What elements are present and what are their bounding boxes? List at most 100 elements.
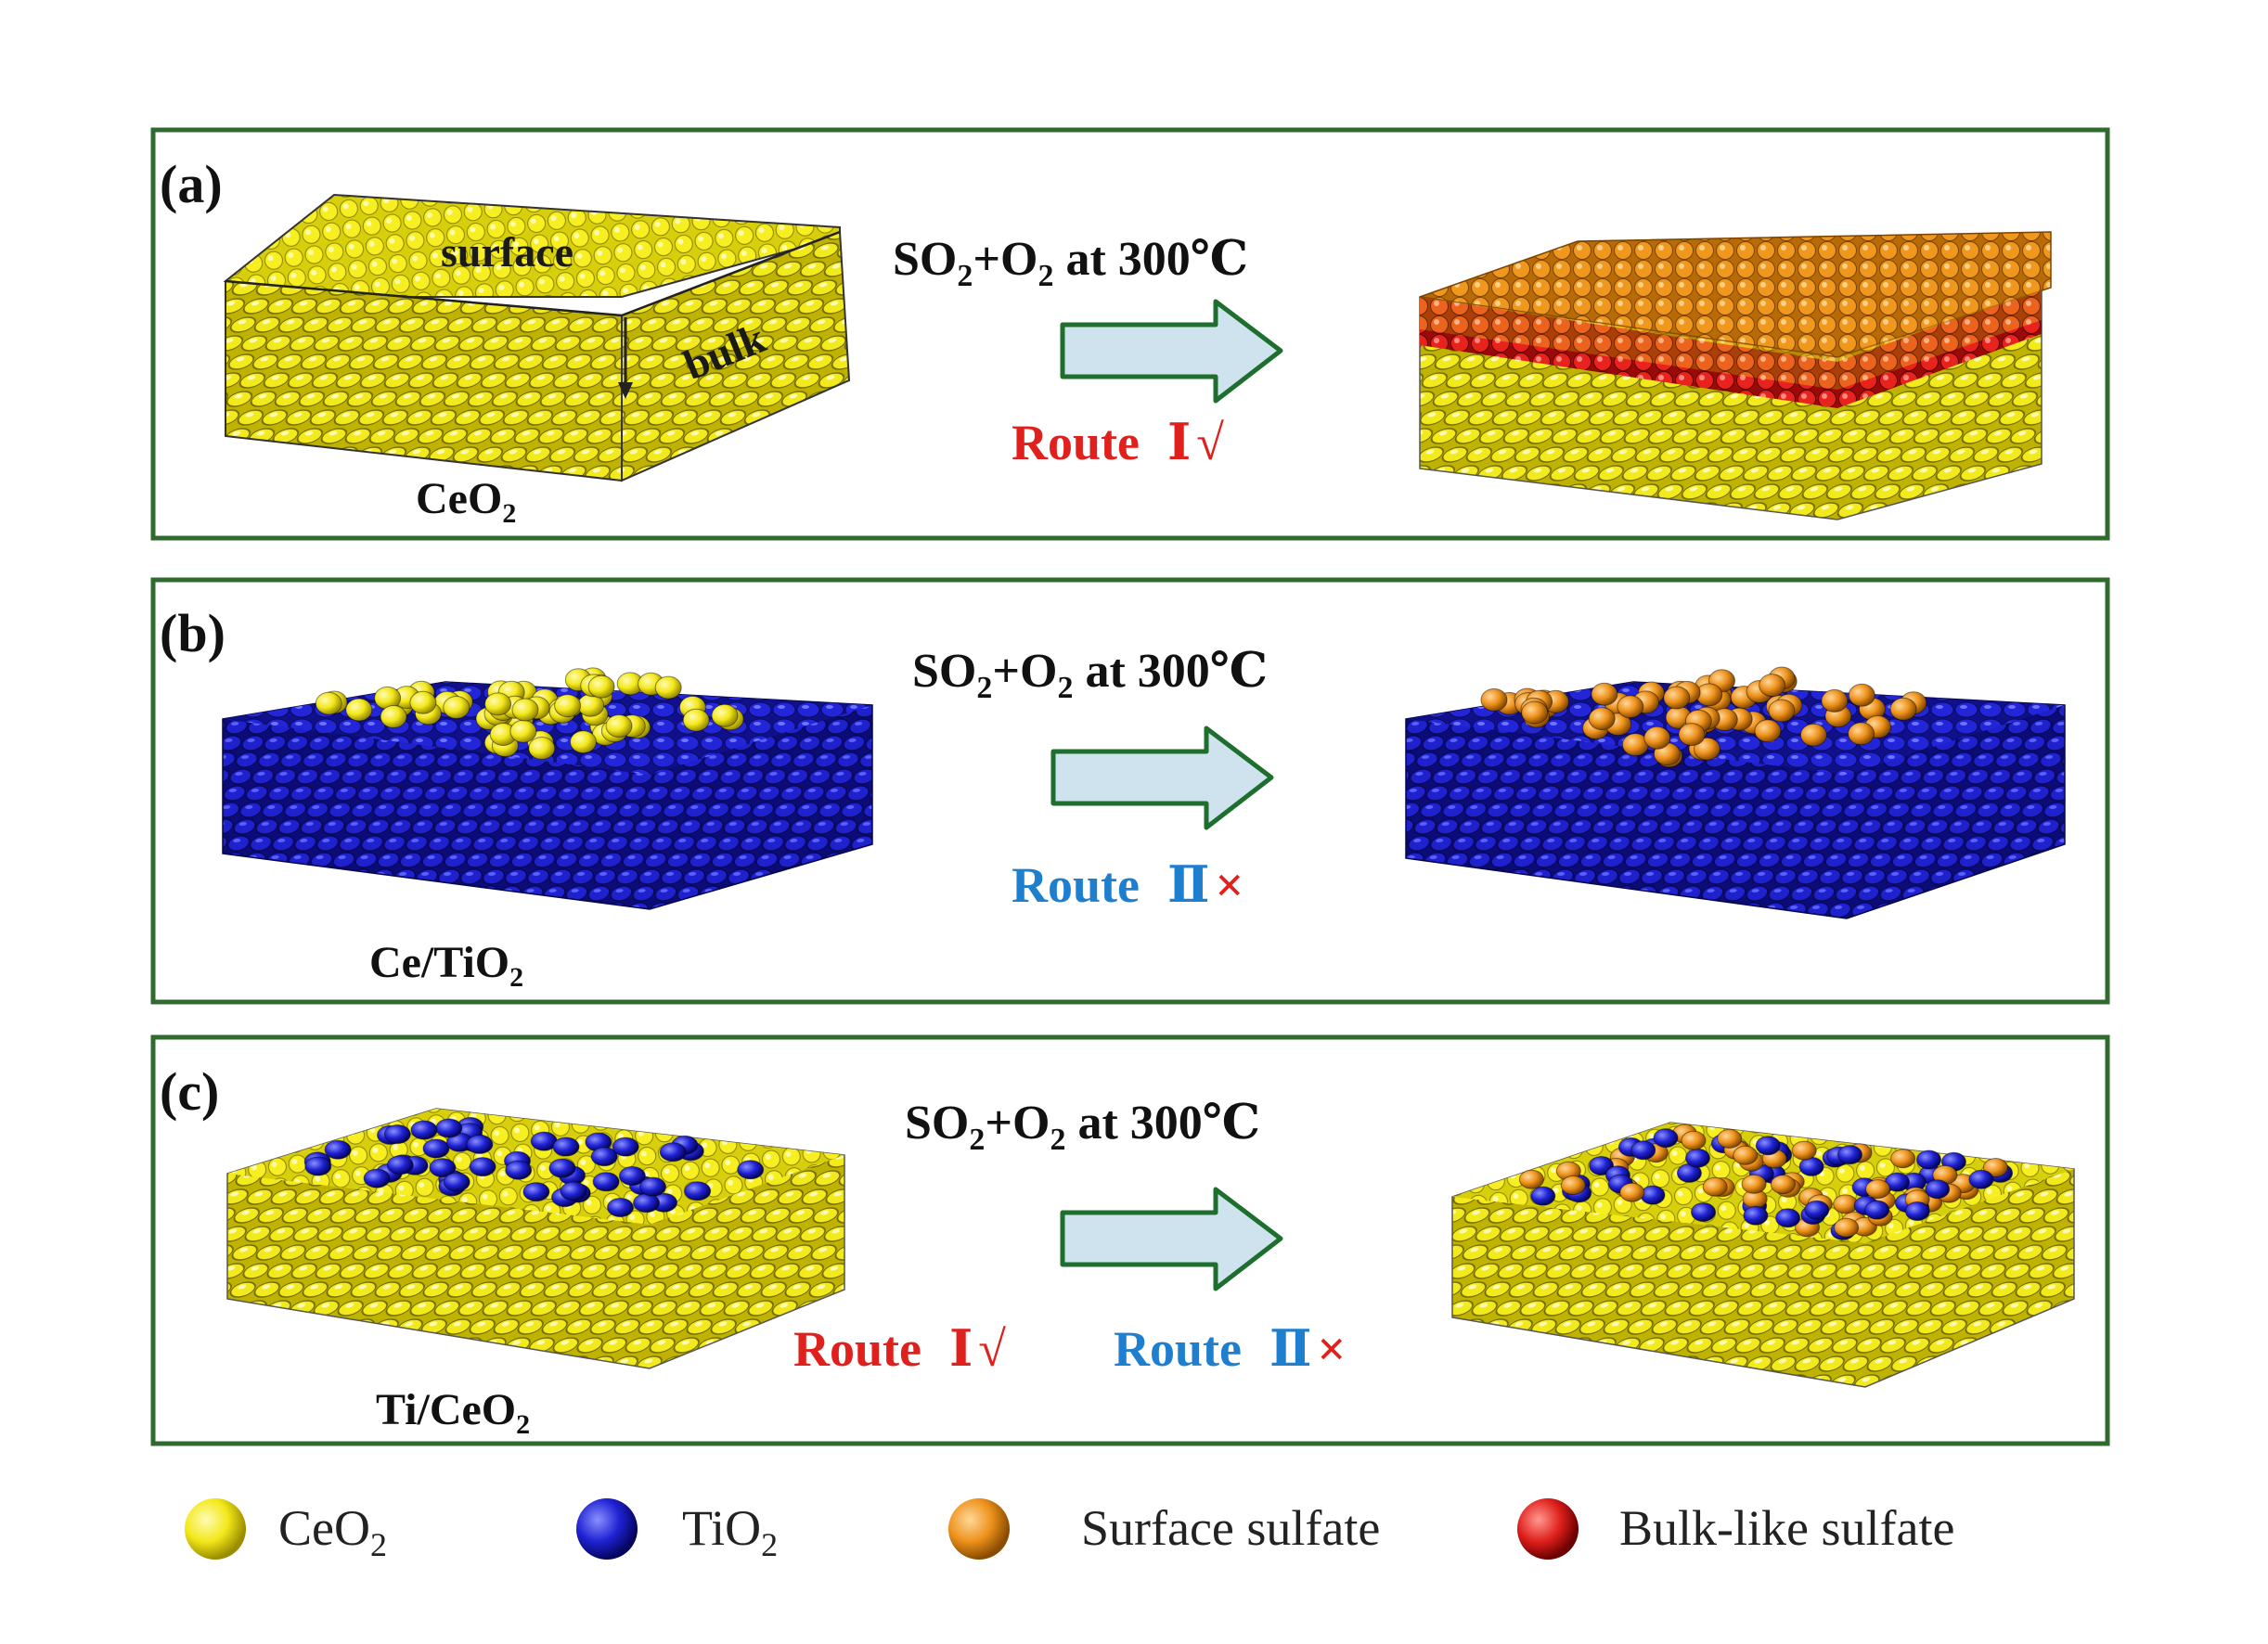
tio2-particle <box>363 1168 391 1188</box>
tio2-particle <box>522 1182 550 1202</box>
mixed-particle <box>1755 1136 1781 1156</box>
panel-c-route-1: Route Ⅰ √ <box>793 1321 1006 1377</box>
tio2-particle <box>592 1172 620 1192</box>
tio2-particle <box>443 1172 470 1192</box>
surface-sulfate-particle <box>1678 723 1706 747</box>
svg-text:Surface sulfate: Surface sulfate <box>1081 1500 1380 1556</box>
surface-sulfate-particle <box>1588 707 1616 731</box>
surface-sulfate-particle <box>1693 737 1720 761</box>
tio2-particle <box>552 1137 580 1157</box>
ceo2-particle <box>443 696 470 719</box>
tio2-particle <box>324 1139 352 1160</box>
ceo2-particle <box>605 714 633 738</box>
panel-c-sample-label: Ti/CeO2 <box>376 1385 530 1440</box>
ceo2-particle <box>380 705 407 728</box>
panel-b-route: Route Ⅱ × <box>1012 857 1244 913</box>
legend-item-surface-sulfate: Surface sulfate <box>948 1498 1380 1560</box>
panel-b-surface-sulfate-clusters <box>1480 666 1927 768</box>
panel-c-product-slab <box>1451 1122 2075 1388</box>
panel-b: (b) Ce/TiO2 SO2+O2 at 300℃ Route Ⅱ × <box>150 577 2110 1005</box>
surface-sulfate-particle <box>1480 687 1508 712</box>
panel-b-frame <box>150 577 2110 1005</box>
mixed-particle <box>1982 1158 2008 1177</box>
surface-sulfate-particle <box>1754 719 1782 743</box>
surface-sulfate-particle <box>1768 699 1796 723</box>
surface-sulfate-particle <box>1821 688 1849 713</box>
tio2-particle <box>639 1176 666 1197</box>
svg-text:TiO2: TiO2 <box>682 1500 778 1563</box>
surface-sulfate-particle <box>1848 722 1875 746</box>
tio2-particle <box>548 1158 576 1178</box>
mixed-particle <box>1916 1150 1941 1170</box>
ceo2-particle <box>570 730 597 754</box>
bulk-arrow-head <box>618 382 633 399</box>
ceo2-particle <box>654 675 682 700</box>
tio2-particle <box>612 1137 639 1157</box>
panel-c-frame <box>150 1034 2110 1446</box>
ceo2-particle <box>511 698 539 722</box>
surface-sulfate-particle <box>1799 723 1827 747</box>
svg-text:CeO2: CeO2 <box>278 1500 387 1563</box>
tio2-particle <box>737 1160 765 1180</box>
panel-a: (a) surface bulk CeO2 SO2+O2 at 300℃ Rou… <box>150 127 2110 541</box>
sulfate-layer-front <box>1420 288 2042 390</box>
tio2-particle <box>684 1181 712 1201</box>
ceo2-particle <box>315 691 342 715</box>
ceo2-particle <box>484 692 512 716</box>
ceo2-particle <box>528 737 556 760</box>
mixed-particle <box>1619 1182 1645 1202</box>
mixed-particle <box>1834 1217 1860 1238</box>
mixed-particle <box>1717 1128 1743 1149</box>
panel-b-ceo2-clusters <box>315 667 744 760</box>
surface-sulfate-particle <box>1643 726 1671 750</box>
panel-b-letter: (b) <box>160 603 226 663</box>
ceo2-particle <box>345 698 373 722</box>
mixed-particle <box>1743 1205 1769 1226</box>
panel-b-start-slab <box>222 667 873 910</box>
panel-a-letter: (a) <box>160 154 223 214</box>
panel-a-route: Route Ⅰ √ <box>1012 415 1224 470</box>
panel-a-frame <box>150 127 2110 541</box>
surface-sulfate-particle <box>1663 686 1691 710</box>
legend-item-ceo2: CeO2 <box>185 1498 387 1563</box>
surface-label: surface <box>441 228 573 276</box>
panel-b-sample-label: Ce/TiO2 <box>369 938 523 993</box>
tio2-particle <box>435 1118 463 1138</box>
mixed-particle <box>1837 1145 1862 1165</box>
surface-sulfate-particle <box>1848 683 1875 707</box>
panel-c-reaction: SO2+O2 at 300℃ <box>905 1097 1260 1157</box>
mixed-particle <box>1589 1156 1615 1175</box>
mixed-particle <box>1775 1208 1801 1228</box>
tio2-particle <box>659 1142 687 1162</box>
panel-a-reaction-arrow <box>1060 299 1283 404</box>
mixed-particle <box>1733 1145 1759 1165</box>
tio2-particle <box>469 1157 496 1177</box>
mixed-particle <box>1530 1186 1556 1206</box>
mixed-particle <box>1640 1185 1666 1205</box>
svg-text:Bulk-like sulfate: Bulk-like sulfate <box>1619 1500 1954 1556</box>
panel-c-letter: (c) <box>160 1061 219 1122</box>
tio2-particle <box>383 1124 411 1144</box>
mixed-particle <box>1630 1140 1656 1161</box>
tio2-particle <box>429 1158 457 1178</box>
panel-b-reaction-arrow <box>1050 726 1274 830</box>
mixed-particle <box>1560 1175 1586 1195</box>
mixed-particle <box>1925 1179 1951 1200</box>
surface-sulfate-particle <box>1521 700 1549 725</box>
ceo2-particle <box>711 703 739 727</box>
tio2-particle <box>618 1166 646 1186</box>
tio2-particle <box>304 1156 332 1176</box>
tio2-particle <box>633 1193 660 1214</box>
tio2-particle <box>505 1160 533 1180</box>
panel-b-product-slab <box>1405 666 2066 919</box>
tio2-particle <box>466 1134 494 1154</box>
mixed-particle <box>1681 1130 1707 1150</box>
surface-sulfate-particle <box>1759 674 1786 698</box>
panel-a-product-slab <box>1419 231 2052 520</box>
ceo2-particle <box>587 674 615 699</box>
mixed-particle <box>1791 1140 1817 1161</box>
surface-sulfate-particle <box>1591 682 1618 706</box>
ceo2-particle <box>682 708 710 732</box>
panel-b-reaction: SO2+O2 at 300℃ <box>912 645 1268 705</box>
mixed-particle <box>1968 1169 1994 1189</box>
